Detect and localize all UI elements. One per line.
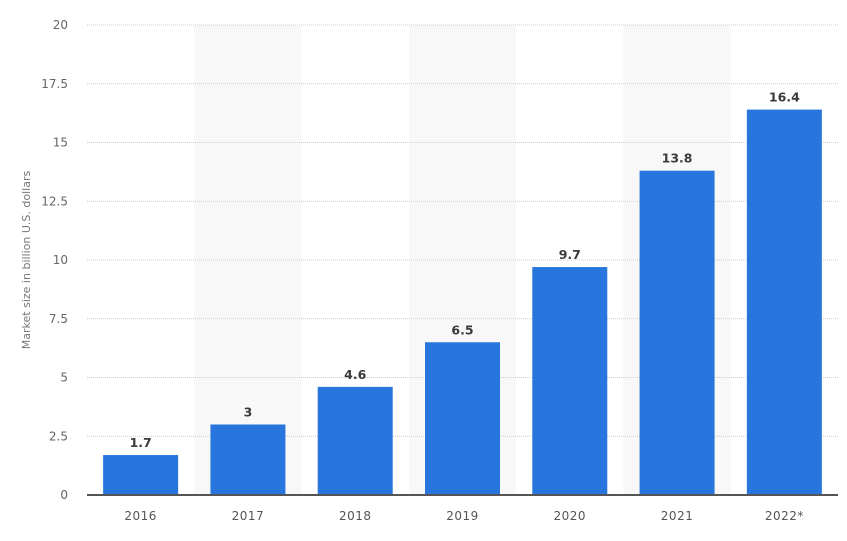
bar-value-label: 4.6 xyxy=(344,367,366,382)
bar-2016[interactable] xyxy=(103,455,179,495)
y-tick-label: 12.5 xyxy=(41,194,68,208)
bar-value-label: 1.7 xyxy=(130,435,152,450)
bar-value-label: 16.4 xyxy=(769,90,800,105)
x-tick-label: 2016 xyxy=(124,509,157,523)
x-tick-label: 2022* xyxy=(765,509,804,523)
y-tick-label: 10 xyxy=(53,253,68,267)
bar-2022*[interactable] xyxy=(746,109,822,495)
y-tick-label: 0 xyxy=(60,488,68,502)
bar-2017[interactable] xyxy=(210,424,286,496)
y-tick-label: 17.5 xyxy=(41,77,68,91)
x-tick-label: 2019 xyxy=(446,509,479,523)
bar-value-label: 9.7 xyxy=(559,247,581,262)
bar-value-label: 6.5 xyxy=(451,322,473,337)
bars: 1.7 3 4.6 6.5 9.7 13.8 16.4 xyxy=(103,90,822,495)
x-tick-label: 2017 xyxy=(232,509,265,523)
bar-value-label: 3 xyxy=(244,405,253,420)
y-tick-label: 7.5 xyxy=(49,312,68,326)
bar-2018[interactable] xyxy=(317,386,393,495)
y-axis-label: Market size in billion U.S. dollars xyxy=(20,171,33,350)
y-tick-label: 5 xyxy=(60,371,68,385)
y-tick-label: 20 xyxy=(53,18,68,32)
x-tick-label: 2020 xyxy=(554,509,587,523)
x-tick-label: 2021 xyxy=(661,509,694,523)
y-tick-label: 15 xyxy=(53,136,68,150)
x-tick-label: 2018 xyxy=(339,509,372,523)
bar-value-label: 13.8 xyxy=(662,151,693,166)
bar-2021[interactable] xyxy=(639,170,715,495)
y-tick-label: 2.5 xyxy=(49,429,68,443)
bar-2019[interactable] xyxy=(425,342,500,495)
y-axis-ticks: 0 2.5 5 7.5 10 12.5 15 17.5 20 xyxy=(41,18,68,502)
bar-2020[interactable] xyxy=(532,267,608,495)
x-axis-ticks: 2016 2017 2018 2019 2020 2021 2022* xyxy=(124,509,804,523)
